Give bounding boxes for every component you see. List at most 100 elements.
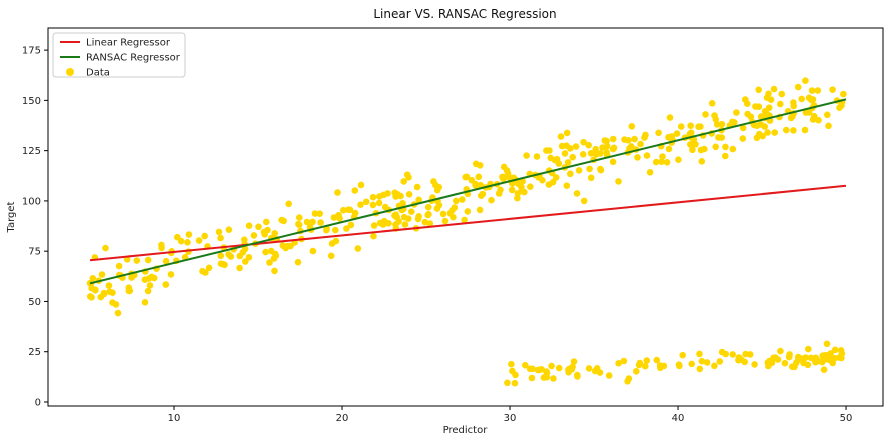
data-point (150, 274, 158, 282)
y-tick-label: 75 (28, 247, 41, 258)
data-point (424, 203, 432, 211)
data-point (245, 222, 253, 229)
outlier-point (504, 379, 511, 387)
data-point (744, 100, 751, 107)
data-point (567, 170, 574, 178)
data-point (708, 100, 716, 107)
y-tick-label: 25 (28, 347, 41, 358)
data-point (698, 158, 706, 165)
outlier-point (605, 372, 613, 379)
data-point (340, 206, 347, 214)
data-point (655, 129, 662, 137)
data-point (646, 169, 654, 176)
data-point (128, 274, 135, 281)
data-point (729, 145, 737, 153)
data-point (89, 275, 97, 282)
data-point (184, 239, 191, 246)
data-point (141, 276, 149, 284)
data-point (825, 122, 832, 130)
data-point (125, 287, 133, 295)
data-point (686, 130, 694, 138)
data-point (362, 198, 370, 206)
data-point (236, 264, 243, 272)
data-point (133, 257, 141, 264)
data-point (401, 221, 409, 228)
outlier-point (536, 366, 543, 374)
outlier-point (555, 364, 563, 372)
outlier-point (615, 360, 622, 367)
data-point (261, 231, 269, 238)
outlier-point (805, 345, 812, 353)
data-point (415, 196, 423, 204)
data-point (102, 244, 109, 252)
outlier-point (791, 363, 798, 371)
data-point (712, 116, 720, 123)
data-point (239, 249, 247, 256)
data-point (829, 86, 836, 93)
data-point (790, 127, 797, 134)
data-point (461, 216, 468, 224)
outlier-point (511, 379, 519, 387)
data-point (400, 213, 408, 221)
outlier-point (550, 375, 557, 382)
x-axis-label: Predictor (443, 425, 489, 436)
legend-label: Linear Regressor (86, 38, 171, 49)
data-point (508, 186, 516, 194)
data-point (597, 166, 605, 174)
outlier-point (823, 340, 831, 348)
outlier-point (522, 361, 529, 369)
data-point (770, 85, 778, 93)
data-point (814, 87, 822, 94)
data-point (592, 145, 599, 153)
outlier-point (696, 365, 704, 373)
data-point (712, 143, 719, 151)
data-point (271, 230, 279, 237)
chart-title: Linear VS. RANSAC Regression (373, 7, 556, 21)
outlier-point (729, 351, 736, 358)
data-point (744, 110, 751, 118)
data-point (763, 94, 771, 101)
outlier-point (741, 358, 748, 366)
data-point (459, 196, 466, 203)
data-point (391, 212, 398, 219)
data-point (753, 134, 761, 142)
data-point (593, 151, 600, 158)
data-point (552, 174, 560, 181)
data-point (771, 129, 778, 136)
data-point (351, 187, 359, 194)
data-point (561, 150, 569, 157)
data-point (369, 193, 377, 201)
outlier-point (820, 356, 828, 364)
data-point (217, 234, 224, 242)
legend-label: RANSAC Regressor (86, 53, 181, 64)
data-point (523, 152, 530, 159)
data-point (755, 86, 762, 94)
data-point (242, 258, 249, 265)
data-point (225, 226, 233, 233)
data-point (783, 126, 790, 134)
outlier-point (633, 368, 640, 375)
data-point (677, 123, 685, 130)
data-point (472, 182, 479, 189)
outlier-point (777, 347, 784, 355)
data-point (801, 126, 809, 134)
data-point (278, 216, 286, 224)
data-point (146, 282, 154, 289)
x-tick-label: 40 (672, 413, 685, 424)
data-point (295, 220, 302, 228)
data-point (609, 135, 617, 143)
data-point (114, 309, 122, 317)
x-tick-label: 50 (840, 413, 853, 424)
data-point (464, 208, 472, 215)
outlier-point (718, 348, 726, 356)
data-point (167, 271, 175, 278)
data-point (527, 183, 534, 190)
data-point (384, 190, 391, 197)
data-point (615, 178, 622, 185)
data-point (631, 135, 638, 143)
data-point (569, 153, 576, 161)
data-point (370, 222, 378, 229)
data-point (603, 137, 610, 145)
data-point (354, 245, 362, 252)
data-point (815, 116, 822, 124)
